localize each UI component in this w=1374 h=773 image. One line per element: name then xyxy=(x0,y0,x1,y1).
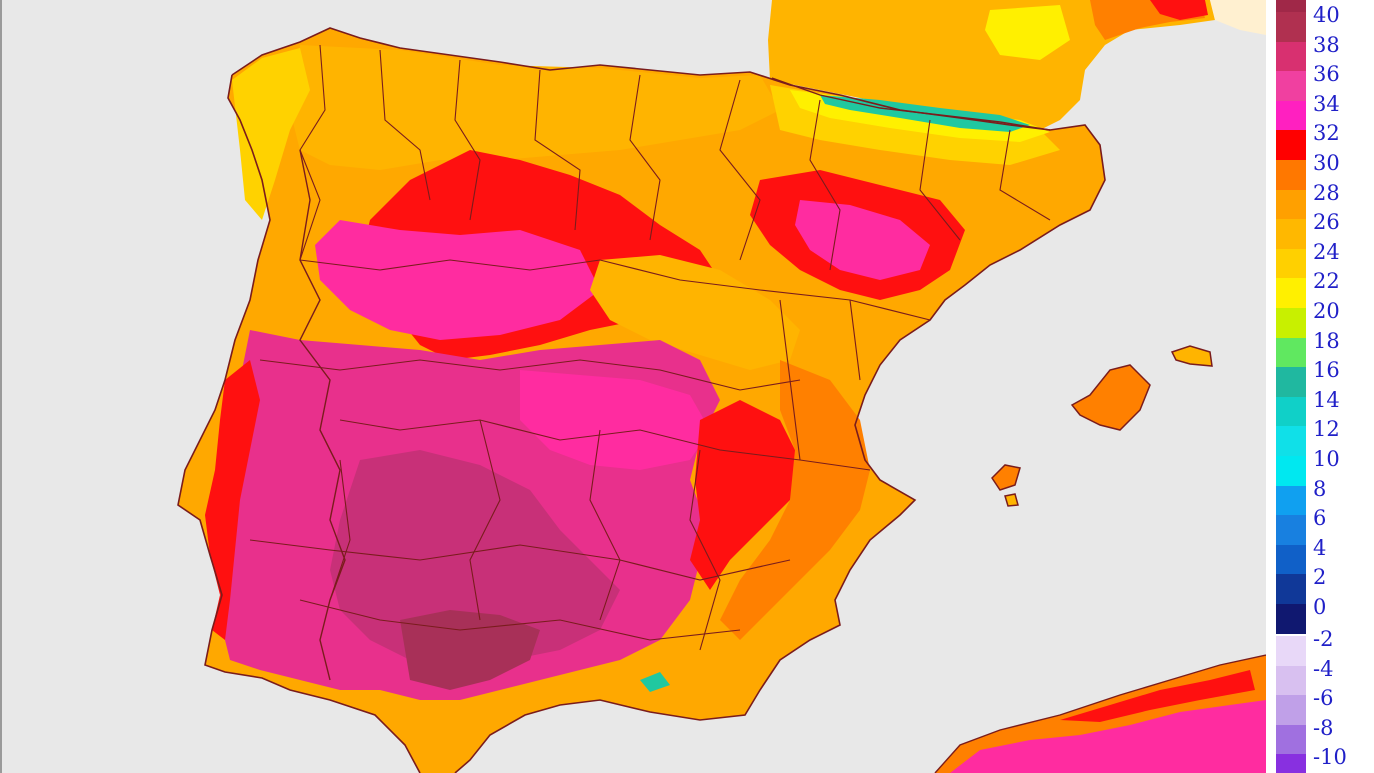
legend-tick-label: 4 xyxy=(1313,535,1327,560)
legend-tick-label: 14 xyxy=(1313,387,1340,412)
france-spain-border xyxy=(771,77,1051,131)
legend-swatch-negative xyxy=(1276,636,1306,667)
peninsula-coastline xyxy=(231,27,1106,773)
legend-tick-label: 38 xyxy=(1313,32,1340,57)
legend-swatch xyxy=(1276,219,1306,250)
legend-tick-label: 16 xyxy=(1313,358,1340,383)
legend-swatch xyxy=(1276,456,1306,487)
legend-swatch xyxy=(1276,515,1306,546)
legend-tick-label: 32 xyxy=(1313,121,1340,146)
mallorca xyxy=(1070,364,1151,431)
legend-tick-label: 34 xyxy=(1313,91,1340,116)
legend-tick-label: -6 xyxy=(1313,686,1334,711)
portugal-spain-border xyxy=(299,149,346,681)
levante-warm-band xyxy=(720,360,870,640)
peninsula-coastline-west xyxy=(177,74,421,773)
menorca xyxy=(1170,345,1213,367)
legend-tick-label: 24 xyxy=(1313,239,1340,264)
legend-swatch xyxy=(1276,189,1306,220)
legend-swatch xyxy=(1276,426,1306,457)
legend-swatch xyxy=(1276,367,1306,398)
northeast-corner-land xyxy=(1210,0,1266,35)
la-mancha-hot-zone xyxy=(520,370,710,470)
legend-tick-label: 6 xyxy=(1313,506,1327,531)
legend-swatch xyxy=(1276,278,1306,309)
legend-tick-label: 36 xyxy=(1313,62,1340,87)
legend-swatch xyxy=(1276,485,1306,516)
legend-swatch xyxy=(1276,544,1306,575)
legend-tick-label: -4 xyxy=(1313,656,1334,681)
legend-swatch xyxy=(1276,308,1306,339)
legend-swatch-top xyxy=(1276,0,1306,12)
legend-swatch-negative xyxy=(1276,665,1306,696)
iberian-system-cool xyxy=(590,255,800,370)
legend-swatch xyxy=(1276,396,1306,427)
legend-swatch-negative xyxy=(1276,724,1306,755)
legend-swatch xyxy=(1276,41,1306,72)
legend-tick-label: 0 xyxy=(1313,595,1327,619)
legend-swatch xyxy=(1276,130,1306,161)
ibiza xyxy=(991,464,1021,491)
legend-tick-label: 8 xyxy=(1313,476,1327,501)
legend-swatch xyxy=(1276,160,1306,191)
formentera xyxy=(1004,493,1019,507)
legend-tick-label: -10 xyxy=(1313,745,1347,770)
legend-tick-label: 12 xyxy=(1313,417,1340,442)
north-africa-coastline xyxy=(934,654,1266,773)
southeast-red-fringe xyxy=(690,400,800,590)
sierra-nevada-cool xyxy=(640,672,670,692)
france-red-patch xyxy=(1150,0,1208,20)
legend-tick-label: 28 xyxy=(1313,180,1340,205)
legend-tick-label: 22 xyxy=(1313,269,1340,294)
france-cool-patch xyxy=(985,5,1070,60)
legend-swatch xyxy=(1276,337,1306,368)
iberian-temperature-map[interactable] xyxy=(0,0,1266,773)
ebro-very-hot-zone xyxy=(795,200,930,280)
legend-swatch xyxy=(1276,604,1306,635)
guadalquivir-hot-core xyxy=(400,610,540,690)
duero-pink-zone xyxy=(315,220,600,340)
legend-tick-label: 30 xyxy=(1313,151,1340,175)
legend-swatch-negative xyxy=(1276,695,1306,726)
legend-tick-label: 18 xyxy=(1313,328,1340,353)
legend-tick-label: -2 xyxy=(1313,627,1334,651)
portugal-coast-band xyxy=(205,360,260,640)
legend-tick-label: 20 xyxy=(1313,299,1340,323)
north-coast-warm-band xyxy=(290,45,780,170)
legend-swatch xyxy=(1276,12,1306,43)
north-africa-red-band xyxy=(1060,670,1255,722)
north-africa-hot-zone xyxy=(950,700,1266,773)
legend-tick-label: -8 xyxy=(1313,715,1334,740)
legend-swatch xyxy=(1276,71,1306,102)
legend-swatch xyxy=(1276,574,1306,605)
provincial-borders xyxy=(249,44,1051,651)
legend-tick-label: 10 xyxy=(1313,447,1340,471)
temperature-legend: 40 38 36 34 32 30 28 26 24 22 20 18 16 14 12 10 8 6 4 2 0 -2-… xyxy=(1266,0,1374,773)
legend-tick-label: 26 xyxy=(1313,210,1340,235)
guadiana-hot-core xyxy=(330,450,620,665)
legend-tick-label: 2 xyxy=(1313,565,1327,590)
galicia-coast-band xyxy=(232,48,310,220)
legend-swatch-negative xyxy=(1276,754,1306,773)
legend-swatch xyxy=(1276,100,1306,131)
legend-swatch xyxy=(1276,248,1306,279)
legend-tick-label: 40 xyxy=(1313,3,1340,27)
